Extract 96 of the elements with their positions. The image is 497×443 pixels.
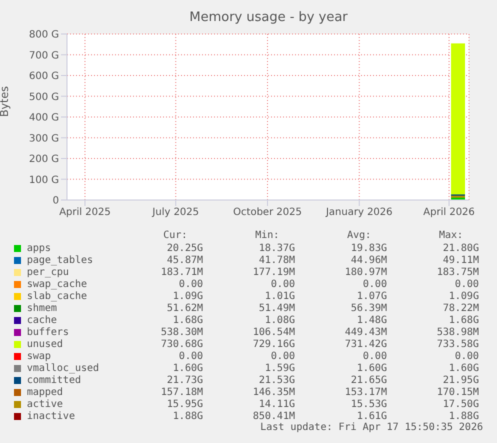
text: 538.30M [160,326,204,338]
text: 177.19M [252,266,296,278]
text: 21.73G [166,374,204,386]
text: 153.17M [344,386,388,398]
text: 51.62M [166,302,204,314]
text: 1.61G [356,410,388,422]
text: 21.95G [442,374,480,386]
text: 0.00 [270,278,296,290]
text: 180.97M [344,266,388,278]
text: 1.08G [264,314,296,326]
text: 1.48G [356,314,388,326]
text: 0.00 [454,278,480,290]
text: 1.09G [172,290,204,302]
text: 170.15M [436,386,480,398]
legend-label: per_cpu [26,266,70,278]
y-tick-label: 300 G [28,133,59,144]
text: 45.87M [166,254,204,266]
text: 20.25G [166,242,204,254]
text: 0.00 [362,278,388,290]
text: 1.60G [172,362,204,374]
y-tick-label: 500 G [28,92,59,103]
legend-label: committed [26,374,82,386]
text: 1.59G [264,362,296,374]
text: 15.53G [350,398,388,410]
text: 0.00 [362,350,388,362]
legend-label: slab_cache [26,290,88,302]
text: 0.00 [454,350,480,362]
legend-label: page_tables [26,254,94,266]
y-tick-label: 100 G [28,174,59,186]
text: 0.00 [178,278,204,290]
legend-label: apps [26,242,52,254]
legend-label: vmalloc_used [26,362,100,374]
text: 21.80G [442,242,480,254]
text: 44.96M [350,254,388,266]
y-tick-label: 200 G [28,154,59,166]
text: 14.11G [258,398,296,410]
text: 17.50G [442,398,480,410]
legend-label: swap_cache [26,278,88,290]
text: 1.07G [356,290,388,302]
text: 1.60G [356,362,388,374]
y-tick-label: 0 [52,196,59,207]
text: 15.95G [166,398,204,410]
text: Avg: [346,230,372,242]
text: 183.71M [160,266,204,278]
text: Max: [438,230,464,242]
text: 106.54M [252,326,296,338]
text: 21.65G [350,374,388,386]
text: 146.35M [252,386,296,398]
text: Last update: Fri Apr 17 15:50:35 2026 [259,422,483,434]
text: 21.53G [258,374,296,386]
x-tick-label: April 2025 [59,207,111,218]
text: Min: [254,230,280,242]
text: 729.16G [252,338,296,350]
text: 733.58G [436,338,480,350]
legend-label: buffers [26,326,70,338]
text: 157.18M [160,386,204,398]
text: 850.41M [252,410,296,422]
text: 1.88G [172,410,204,422]
text: 19.83G [350,242,388,254]
legend-label: inactive [26,410,76,422]
chart-title: Memory usage - by year [188,9,349,26]
text: 0.00 [178,350,204,362]
x-tick-label: January 2026 [325,207,393,218]
y-tick-label: 400 G [28,112,59,124]
legend-label: swap [26,350,52,362]
text: 56.39M [350,302,388,314]
text: 730.68G [160,338,204,350]
legend-label: cache [26,314,58,326]
y-tick-label: 600 G [28,71,59,82]
text: 538.98M [436,326,480,338]
x-tick-label: July 2025 [151,207,200,218]
x-tick-label: October 2025 [233,207,302,218]
y-tick-label: 800 G [28,30,59,41]
text: 18.37G [258,242,296,254]
text: 51.49M [258,302,296,314]
text: 1.60G [448,362,480,374]
legend-label: shmem [26,302,58,314]
y-tick-label: 700 G [28,50,59,62]
legend-label: unused [26,338,64,350]
text: 183.75M [436,266,480,278]
text: 41.78M [258,254,296,266]
text: 49.11M [442,254,480,266]
text: 0.00 [270,350,296,362]
legend-label: mapped [26,386,64,398]
text: 1.88G [448,410,480,422]
text: 78.22M [442,302,480,314]
text: 449.43M [344,326,388,338]
y-axis-title: Bytes [0,86,11,117]
text: 1.68G [448,314,480,326]
text: 1.01G [264,290,296,302]
legend-label: active [26,398,64,410]
text: 1.09G [448,290,480,302]
x-tick-label: April 2026 [423,207,475,218]
text: 731.42G [344,338,388,350]
text: Cur: [162,230,188,242]
text: 1.68G [172,314,204,326]
